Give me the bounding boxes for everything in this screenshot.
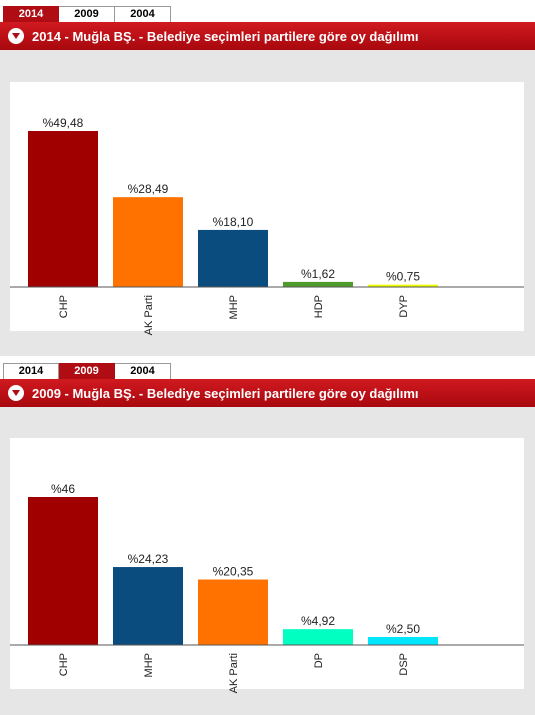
year-tabs: 2014 2009 2004 bbox=[3, 6, 171, 22]
tab-2004[interactable]: 2004 bbox=[115, 6, 171, 22]
chart-area: %46 CHP %24,23 MHP %20,35 AK Parti %4,92 DP %2,5… bbox=[0, 407, 535, 715]
download-arrow-icon[interactable] bbox=[8, 28, 24, 44]
data-label: %24,23 bbox=[128, 552, 169, 566]
data-label: %20,35 bbox=[213, 565, 254, 579]
chart-title-bar: 2014 - Muğla BŞ. - Belediye seçimleri pa… bbox=[0, 22, 535, 50]
category-label: DP bbox=[313, 653, 325, 668]
bar-chp[interactable] bbox=[28, 131, 98, 287]
bar-chp[interactable] bbox=[28, 497, 98, 645]
year-tabs: 2014 2009 2004 bbox=[3, 363, 171, 379]
chart-title: 2009 - Muğla BŞ. - Belediye seçimleri pa… bbox=[32, 385, 419, 401]
bar-mhp[interactable] bbox=[113, 567, 183, 645]
chart-title-bar: 2009 - Muğla BŞ. - Belediye seçimleri pa… bbox=[0, 379, 535, 407]
tab-2004[interactable]: 2004 bbox=[115, 363, 171, 379]
chart-panel-2009: 2014 2009 2004 2009 - Muğla BŞ. - Beledi… bbox=[0, 363, 535, 715]
tab-2014[interactable]: 2014 bbox=[3, 6, 59, 22]
chart-title: 2014 - Muğla BŞ. - Belediye seçimleri pa… bbox=[32, 28, 419, 44]
download-arrow-icon[interactable] bbox=[8, 385, 24, 401]
category-label: DSP bbox=[398, 653, 410, 676]
bar-mhp[interactable] bbox=[198, 229, 268, 287]
bar-ak-parti[interactable] bbox=[198, 579, 268, 645]
chart-panel-2014: 2014 2009 2004 2014 - Muğla BŞ. - Beledi… bbox=[0, 6, 535, 356]
category-label: CHP bbox=[58, 653, 70, 676]
tab-2014[interactable]: 2014 bbox=[3, 363, 59, 379]
data-label: %0,75 bbox=[386, 270, 420, 284]
bar-ak-parti[interactable] bbox=[113, 197, 183, 287]
category-label: MHP bbox=[228, 295, 240, 319]
data-label: %1,62 bbox=[301, 267, 335, 281]
category-label: DYP bbox=[398, 295, 410, 318]
bar-chart: %46 CHP %24,23 MHP %20,35 AK Parti %4,92 DP %2,5… bbox=[10, 438, 524, 693]
category-label: MHP bbox=[143, 653, 155, 677]
data-label: %28,49 bbox=[128, 182, 169, 196]
data-label: %49,48 bbox=[43, 116, 84, 130]
bar-dyp[interactable] bbox=[368, 284, 438, 287]
bar-dp[interactable] bbox=[283, 629, 353, 645]
category-label: CHP bbox=[58, 295, 70, 318]
data-label: %18,10 bbox=[213, 215, 254, 229]
tab-2009[interactable]: 2009 bbox=[59, 6, 115, 22]
category-label: AK Parti bbox=[143, 295, 155, 335]
bar-hdp[interactable] bbox=[283, 281, 353, 287]
category-label: HDP bbox=[313, 295, 325, 318]
data-label: %46 bbox=[51, 482, 75, 496]
chart-area: %49,48 CHP %28,49 AK Parti %18,10 MHP %1,62 HDP… bbox=[0, 50, 535, 356]
data-label: %4,92 bbox=[301, 614, 335, 628]
bar-chart: %49,48 CHP %28,49 AK Parti %18,10 MHP %1,62 HDP… bbox=[10, 82, 524, 335]
category-label: AK Parti bbox=[228, 653, 240, 693]
data-label: %2,50 bbox=[386, 622, 420, 636]
bar-dsp[interactable] bbox=[368, 636, 438, 645]
tab-2009[interactable]: 2009 bbox=[59, 363, 115, 379]
